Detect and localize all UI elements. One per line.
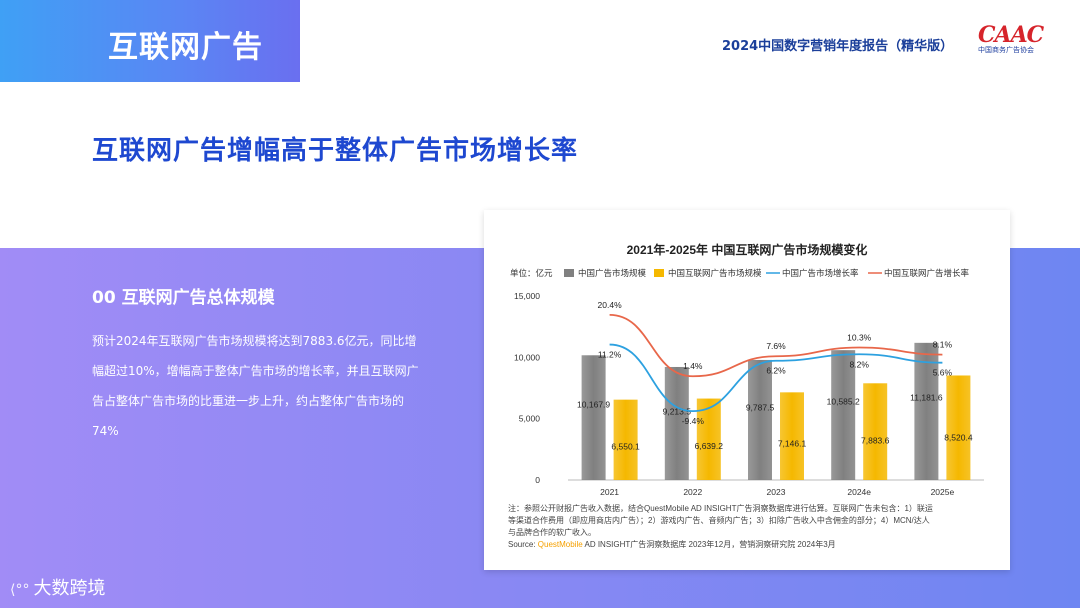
chart-card: 2021年-2025年 中国互联网广告市场规模变化 单位：亿元 中国广告市场规模… xyxy=(484,210,1010,570)
bar-data-label: 6,639.2 xyxy=(695,441,724,451)
legend-swatch xyxy=(564,269,574,277)
line-data-label: 8.1% xyxy=(933,340,953,350)
series-line xyxy=(609,313,943,378)
line-data-label: 10.3% xyxy=(847,332,872,342)
bar-data-label: 10,585.2 xyxy=(827,397,860,407)
source-prefix: Source: xyxy=(508,540,538,549)
legend-label: 中国广告市场增长率 xyxy=(782,268,859,278)
x-tick-label: 2023 xyxy=(767,487,786,497)
source-rest: AD INSIGHT广告洞察数据库 2023年12月，营销洞察研究院 2024年… xyxy=(583,539,836,549)
section-tab-title: 互联网广告 xyxy=(108,30,263,65)
line-data-label: 1.4% xyxy=(683,361,703,371)
legend-label: 中国广告市场规模 xyxy=(578,268,647,278)
bar xyxy=(664,366,689,480)
chart-title: 2021年-2025年 中国互联网广告市场规模变化 xyxy=(627,242,868,257)
bar xyxy=(831,350,856,480)
bar-data-label: 8,520.4 xyxy=(944,432,973,442)
section-tab: 互联网广告 xyxy=(0,0,300,82)
page-headline: 互联网广告增幅高于整体广告市场增长率 xyxy=(92,136,579,166)
series-line xyxy=(609,343,943,413)
line-data-label: 5.6% xyxy=(933,368,953,378)
legend-label: 中国互联网广告增长率 xyxy=(884,268,970,278)
plot-area: 10,167.9 9,213.5 9,787.5 10,585.2 11,181.6 6,… xyxy=(577,300,973,497)
bar-data-label: 10,167.9 xyxy=(577,400,610,410)
x-tick-label: 2024e xyxy=(847,487,871,497)
line-data-label: 8.2% xyxy=(850,359,870,369)
bar-data-label: 9,787.5 xyxy=(746,402,775,412)
legend-label: 中国互联网广告市场规模 xyxy=(668,268,762,278)
note-line: 注：参照公开财报广告收入数据，结合QuestMobile AD INSIGHT广… xyxy=(508,503,933,513)
note-line: 等渠道合作费用（即应用商店内广告）；2）游戏内广告、音频内广告；3）扣除广告收入… xyxy=(508,515,930,525)
x-tick-label: 2022 xyxy=(683,487,702,497)
unit-label: 单位：亿元 xyxy=(510,268,553,278)
section-paragraph: 预计2024年互联网广告市场规模将达到7883.6亿元，同比增幅超过10%，增幅… xyxy=(92,334,419,438)
line-data-label: 7.6% xyxy=(766,341,786,351)
line-data-label: -9.4% xyxy=(682,416,705,426)
y-tick-label: 0 xyxy=(535,475,540,485)
brand-icon: ⟨°° xyxy=(10,582,30,598)
bar xyxy=(863,383,888,480)
logo-mark: CAAC xyxy=(978,22,1058,48)
footer-brand: ⟨°° 大数跨境 xyxy=(10,574,105,600)
logo-subtitle: 中国商务广告协会 xyxy=(978,46,1034,54)
x-tick-label: 2021 xyxy=(600,487,619,497)
bar xyxy=(581,355,606,480)
y-tick-label: 5,000 xyxy=(519,414,541,424)
bar xyxy=(914,342,939,480)
bar xyxy=(613,399,638,480)
y-tick-label: 15,000 xyxy=(514,291,540,301)
caac-logo: CAAC 中国商务广告协会 xyxy=(978,22,1058,62)
line-data-label: 11.2% xyxy=(598,350,622,360)
bar-data-label: 9,213.5 xyxy=(663,406,692,416)
bar xyxy=(780,392,804,480)
bar xyxy=(946,375,971,480)
bar xyxy=(696,398,721,480)
market-size-chart: 2021年-2025年 中国互联网广告市场规模变化 单位：亿元 中国广告市场规模… xyxy=(508,242,984,549)
bar-data-label: 7,146.1 xyxy=(778,439,807,449)
logo-text: CAAC xyxy=(978,22,1044,48)
y-tick-label: 10,000 xyxy=(514,352,540,362)
note-line: 与品牌合作的软广收入。 xyxy=(508,527,596,537)
chart-legend: 中国广告市场规模 中国互联网广告市场规模 中国广告市场增长率 中国互联网广告增长率 xyxy=(564,268,970,278)
bar-data-label: 6,550.1 xyxy=(611,441,640,451)
bar-data-label: 7,883.6 xyxy=(861,435,890,445)
section-heading: 00 互联网广告总体规模 xyxy=(92,288,275,308)
chart-notes: 注：参照公开财报广告收入数据，结合QuestMobile AD INSIGHT广… xyxy=(508,503,933,549)
report-title: 2024中国数字营销年度报告（精华版） xyxy=(722,39,954,54)
footer-brand-text: 大数跨境 xyxy=(33,578,106,599)
x-tick-label: 2025e xyxy=(931,487,955,497)
line-data-label: 20.4% xyxy=(598,300,623,310)
source-line: Source: QuestMobile AD INSIGHT广告洞察数据库 20… xyxy=(508,539,836,549)
line-data-label: 6.2% xyxy=(766,366,786,376)
bar xyxy=(748,359,772,480)
bar-data-label: 11,181.6 xyxy=(910,392,943,402)
source-brand: QuestMobile xyxy=(538,540,583,549)
legend-swatch xyxy=(654,269,664,277)
